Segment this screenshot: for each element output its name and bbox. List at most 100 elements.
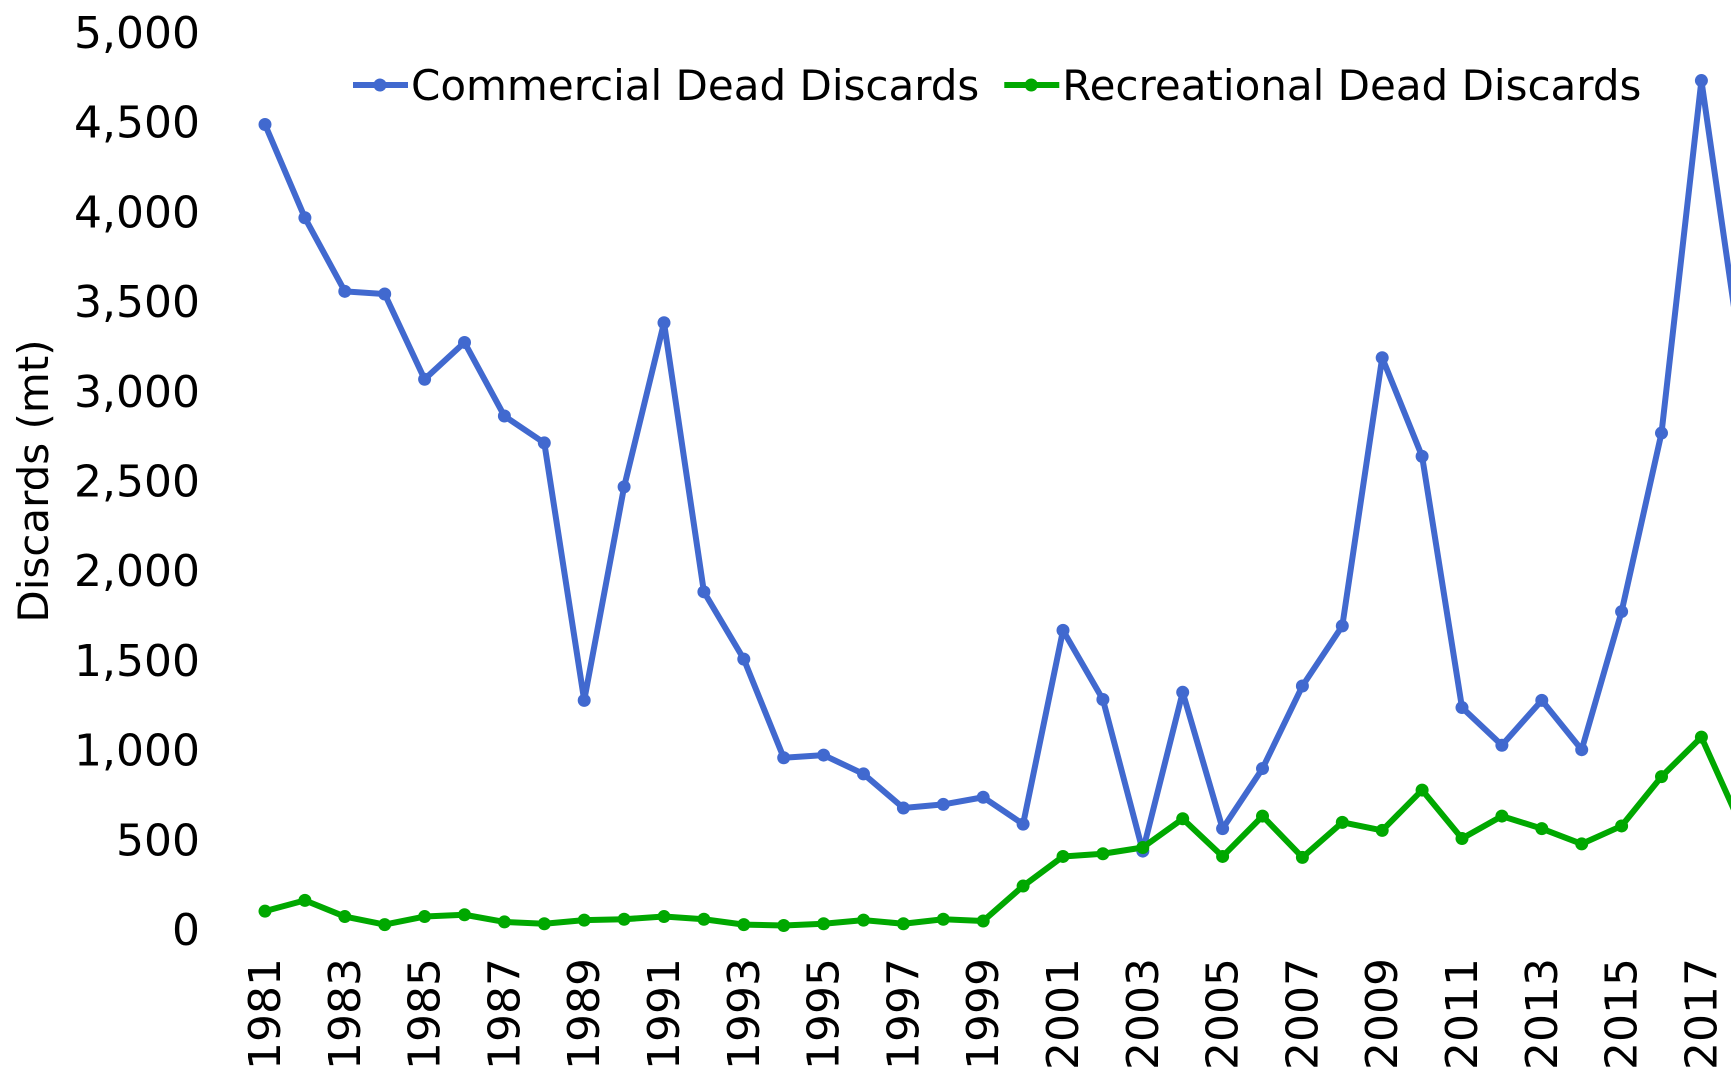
data-point	[1016, 879, 1030, 893]
data-point	[777, 919, 791, 933]
y-tick-label: 0	[172, 905, 200, 956]
data-point	[1694, 74, 1708, 88]
data-point	[857, 913, 870, 927]
data-point	[1056, 623, 1070, 637]
y-tick-label: 4,500	[74, 98, 200, 149]
data-point	[298, 893, 312, 907]
data-point	[737, 918, 751, 932]
x-tick-label: 1981	[240, 958, 291, 1069]
y-tick-label: 4,000	[74, 187, 200, 238]
data-point	[1335, 619, 1349, 633]
data-point	[338, 910, 352, 924]
data-point	[1295, 850, 1309, 864]
x-tick-label: 1997	[878, 958, 929, 1069]
data-point	[976, 914, 990, 928]
data-point	[1176, 812, 1190, 826]
y-tick-label: 1,500	[74, 636, 200, 687]
data-point	[1495, 738, 1509, 752]
data-point	[1535, 822, 1549, 836]
data-point	[1655, 770, 1668, 784]
data-point	[497, 915, 511, 929]
y-tick-label: 5,000	[74, 8, 200, 59]
data-point	[537, 436, 551, 450]
data-point	[1256, 809, 1269, 823]
data-point	[418, 910, 432, 924]
y-tick-label: 1,000	[74, 726, 200, 777]
data-point	[1575, 837, 1589, 851]
data-point	[896, 801, 910, 815]
legend-label: Recreational Dead Discards	[1062, 61, 1641, 110]
x-tick-label: 1989	[559, 958, 610, 1069]
data-point	[1056, 849, 1070, 863]
x-tick-label: 1993	[719, 958, 770, 1069]
legend-label: Commercial Dead Discards	[411, 61, 979, 110]
data-point	[537, 917, 551, 931]
data-point	[817, 917, 831, 931]
data-point	[298, 211, 312, 225]
data-point	[1415, 449, 1429, 463]
x-tick-label: 1987	[479, 958, 530, 1069]
y-axis-title: Discards (mt)	[9, 339, 58, 622]
y-tick-label: 2,000	[74, 546, 200, 597]
y-tick-label: 500	[116, 815, 200, 866]
data-point	[1495, 809, 1509, 823]
data-point	[458, 908, 471, 922]
data-point	[1615, 605, 1629, 619]
y-tick-label: 3,500	[74, 277, 200, 328]
data-point	[1535, 693, 1549, 707]
data-point	[418, 372, 432, 386]
series-line	[264, 734, 1731, 929]
data-point	[338, 284, 352, 298]
data-point	[1295, 679, 1309, 693]
data-point	[617, 480, 631, 494]
data-point	[976, 790, 990, 804]
x-tick-label: 1983	[320, 958, 371, 1069]
data-point	[697, 585, 711, 599]
x-tick-label: 2005	[1198, 958, 1249, 1069]
x-tick-label: 2003	[1118, 958, 1169, 1069]
x-tick-label: 2017	[1676, 958, 1727, 1069]
data-point	[378, 287, 392, 301]
data-point	[1615, 819, 1629, 833]
data-point	[896, 917, 910, 931]
data-point	[1655, 426, 1668, 440]
data-point	[378, 918, 392, 932]
data-point	[657, 910, 671, 924]
data-point	[777, 751, 791, 765]
y-tick-label: 2,500	[74, 457, 200, 508]
x-tick-label: 2013	[1517, 958, 1568, 1069]
data-point	[1096, 847, 1110, 861]
legend-marker	[373, 78, 387, 92]
data-point	[458, 335, 471, 349]
y-tick-label: 3,000	[74, 367, 200, 418]
x-tick-label: 1991	[639, 958, 690, 1069]
data-point	[258, 904, 272, 918]
data-point	[577, 693, 591, 707]
data-point	[497, 409, 511, 423]
series-line	[262, 77, 1731, 855]
x-tick-label: 1999	[958, 958, 1009, 1069]
data-point	[1694, 730, 1708, 744]
data-point	[1455, 701, 1469, 715]
data-point	[1016, 817, 1030, 831]
data-point	[1136, 840, 1150, 854]
data-point	[737, 652, 751, 666]
data-point	[697, 912, 711, 926]
x-tick-label: 2007	[1277, 958, 1328, 1069]
data-point	[1575, 743, 1589, 757]
data-point	[817, 748, 831, 762]
x-tick-label: 1995	[799, 958, 850, 1069]
data-point	[1216, 822, 1230, 836]
data-point	[657, 316, 671, 330]
data-point	[1216, 849, 1230, 863]
data-point	[1096, 692, 1110, 706]
data-point	[1375, 823, 1389, 837]
data-point	[1176, 685, 1190, 699]
x-tick-label: 2015	[1597, 958, 1648, 1069]
data-point	[857, 767, 870, 781]
x-tick-label: 2009	[1357, 958, 1408, 1069]
data-point	[1256, 762, 1269, 776]
x-tick-label: 2011	[1437, 958, 1488, 1069]
data-point	[617, 912, 631, 926]
